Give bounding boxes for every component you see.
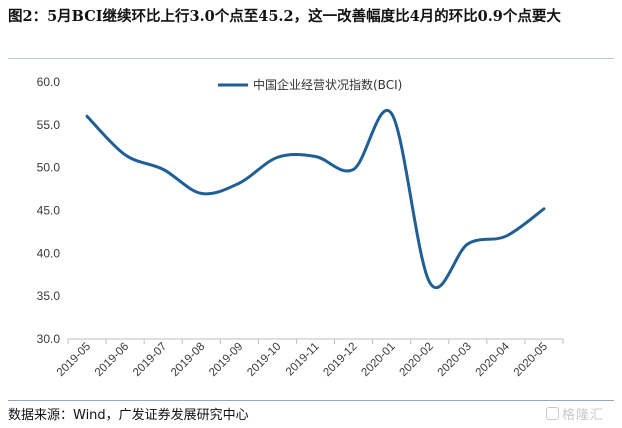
legend: 中国企业经营状况指数(BCI) (218, 77, 402, 92)
x-tick-label: 2020-04 (474, 340, 513, 379)
x-axis: 2019-05 2019-06 2019-07 2019-08 2019-09 2019-… (55, 338, 564, 379)
source-note: 数据来源：Wind，广发证券发展研究中心 (8, 408, 249, 423)
x-tick-label: 2019-10 (245, 341, 283, 379)
y-tick-label: 40.0 (37, 246, 61, 260)
x-tick-label: 2019-09 (207, 341, 245, 379)
y-tick-label: 45.0 (37, 204, 61, 218)
x-tick-label: 2019-05 (55, 341, 93, 379)
x-tick-label: 2020-02 (398, 341, 436, 379)
figure-title: 图2：5月BCI继续环比上行3.0个点至45.2，这一改善幅度比4月的环比0.9… (8, 8, 561, 25)
line-chart: 30.035.040.045.050.055.060.0 2019-05 2019… (37, 75, 564, 379)
legend-label: 中国企业经营状况指数(BCI) (253, 77, 402, 92)
y-tick-label: 55.0 (37, 118, 61, 132)
x-tick-label: 2019-08 (169, 341, 207, 379)
watermark-text: 格隆汇 (562, 408, 605, 423)
x-tick-label: 2020-01 (359, 341, 397, 379)
x-tick-label: 2020-05 (512, 341, 550, 379)
y-axis: 30.0 35.0 40.0 45.0 50.0 55.0 60.0 (37, 75, 61, 346)
y-tick-label: 30.0 (37, 332, 61, 346)
y-tick-label: 35.0 (37, 289, 61, 303)
footer-divider (8, 400, 614, 401)
series-line-bci (85, 109, 546, 290)
series-layer (85, 109, 546, 290)
x-tick-label: 2020-03 (436, 341, 474, 379)
title-divider (8, 58, 614, 59)
watermark-logo-icon (546, 407, 559, 420)
watermark: 格隆汇 (546, 404, 604, 423)
x-tick-label: 2019-07 (131, 341, 169, 379)
x-tick-label: 2019-06 (93, 341, 131, 379)
x-tick-label: 2019-11 (284, 341, 322, 379)
y-tick-label: 50.0 (37, 161, 61, 175)
x-tick-label: 2019-12 (321, 341, 359, 379)
y-tick-label: 60.0 (37, 75, 61, 89)
